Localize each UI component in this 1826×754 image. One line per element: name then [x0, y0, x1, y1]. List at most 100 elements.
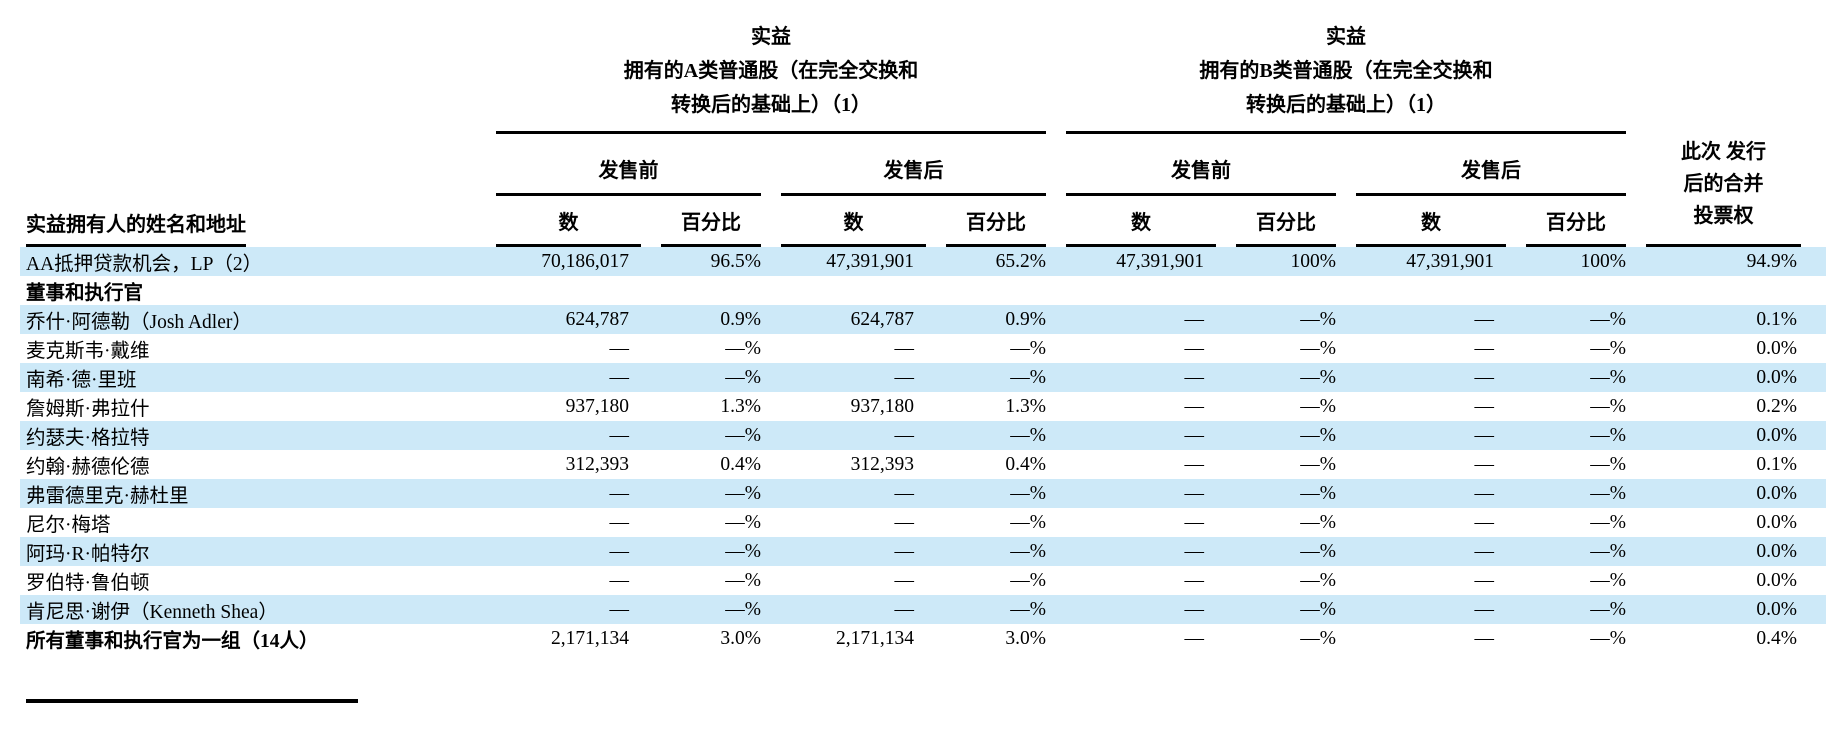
col-header-percent-a-post: 百分比: [946, 210, 1046, 247]
owner-name-cell: 乔什·阿德勒（Josh Adler）: [26, 312, 252, 333]
value-cell: —%: [1300, 598, 1336, 620]
value-cell: —%: [1590, 627, 1626, 649]
value-cell: —%: [1010, 366, 1046, 388]
value-cell: —: [609, 511, 630, 533]
group-a-line-2: 拥有的A类普通股（在完全交换和: [623, 60, 919, 82]
value-cell: —%: [1590, 511, 1626, 533]
value-cell: 0.0%: [1756, 424, 1797, 446]
value-cell: 0.1%: [1756, 453, 1797, 475]
group-header-class-b-shares: 实益 拥有的B类普通股（在完全交换和 转换后的基础上）（1）: [1066, 20, 1626, 134]
value-cell: —: [1184, 308, 1205, 330]
value-cell: —%: [1300, 395, 1336, 417]
value-cell: —: [1184, 540, 1205, 562]
value-cell: —%: [1300, 569, 1336, 591]
value-cell: —: [609, 366, 630, 388]
value-cell: 312,393: [850, 453, 914, 475]
col-header-percent-b-pre: 百分比: [1236, 210, 1336, 247]
value-cell: —%: [725, 366, 761, 388]
table-row: 约瑟夫·格拉特 — —% — —% — —% — —% 0.0%: [20, 421, 1826, 450]
table-row: 麦克斯韦·戴维 — —% — —% — —% — —% 0.0%: [20, 334, 1826, 363]
value-cell: —%: [1590, 569, 1626, 591]
value-cell: 0.0%: [1756, 482, 1797, 504]
value-cell: —%: [1010, 424, 1046, 446]
value-cell: —%: [1590, 395, 1626, 417]
table-row: 尼尔·梅塔 — —% — —% — —% — —% 0.0%: [20, 508, 1826, 537]
value-cell: —%: [725, 337, 761, 359]
value-cell: —: [894, 366, 915, 388]
group-b-line-3: 转换后的基础上）（1）: [1246, 94, 1446, 116]
value-cell: —: [894, 424, 915, 446]
value-cell: —: [1474, 453, 1495, 475]
value-cell: —%: [1300, 482, 1336, 504]
table-row: 弗雷德里克·赫杜里 — —% — —% — —% — —% 0.0%: [20, 479, 1826, 508]
value-cell: —: [894, 598, 915, 620]
value-cell: —: [1474, 627, 1495, 649]
value-cell: —%: [1590, 540, 1626, 562]
value-cell: 0.4%: [1005, 453, 1046, 475]
table-row: 所有董事和执行官为一组（14人） 2,171,134 3.0% 2,171,134 3.…: [20, 624, 1826, 653]
col-header-number-b-pre: 数: [1066, 210, 1216, 247]
value-cell: 0.0%: [1756, 540, 1797, 562]
value-cell: —: [1474, 337, 1495, 359]
value-cell: 65.2%: [995, 250, 1046, 272]
owner-name-cell: 弗雷德里克·赫杜里: [26, 486, 189, 507]
value-cell: —: [894, 482, 915, 504]
value-cell: 0.2%: [1756, 395, 1797, 417]
value-cell: 100%: [1580, 250, 1627, 272]
value-cell: 0.4%: [720, 453, 761, 475]
value-cell: —%: [1300, 366, 1336, 388]
voting-header-line-3: 投票权: [1693, 205, 1754, 227]
value-cell: 0.1%: [1756, 308, 1797, 330]
value-cell: —: [1184, 627, 1205, 649]
value-cell: 312,393: [565, 453, 629, 475]
value-cell: —: [1184, 395, 1205, 417]
owner-name-cell: 肯尼思·谢伊（Kenneth Shea）: [26, 602, 278, 623]
value-cell: —: [1474, 308, 1495, 330]
value-cell: —: [1184, 482, 1205, 504]
table-row: AA抵押贷款机会，LP（2） 70,186,017 96.5% 47,391,901 6…: [20, 247, 1826, 276]
value-cell: 624,787: [850, 308, 914, 330]
value-cell: —: [1184, 511, 1205, 533]
owner-name-cell: 南希·德·里班: [26, 370, 137, 391]
value-cell: —: [1474, 540, 1495, 562]
col-header-number-a-pre: 数: [496, 210, 641, 247]
group-header-class-a-shares: 实益 拥有的A类普通股（在完全交换和 转换后的基础上）（1）: [496, 20, 1046, 134]
voting-header-line-2: 后的合并: [1683, 173, 1764, 195]
value-cell: —: [894, 540, 915, 562]
value-cell: —%: [1010, 482, 1046, 504]
value-cell: 624,787: [565, 308, 629, 330]
owner-name-cell: 阿玛·R·帕特尔: [26, 544, 150, 565]
value-cell: —%: [1300, 453, 1336, 475]
value-cell: 3.0%: [720, 627, 761, 649]
group-b-line-2: 拥有的B类普通股（在完全交换和: [1199, 60, 1493, 82]
value-cell: —: [1184, 424, 1205, 446]
value-cell: 96.5%: [710, 250, 761, 272]
subheader-post-offering-a: 发售后: [781, 156, 1046, 196]
value-cell: —%: [1300, 337, 1336, 359]
value-cell: —: [894, 569, 915, 591]
value-cell: 0.9%: [720, 308, 761, 330]
value-cell: —%: [725, 482, 761, 504]
value-cell: 937,180: [850, 395, 914, 417]
value-cell: —: [1474, 569, 1495, 591]
col-header-percent-a-pre: 百分比: [661, 210, 761, 247]
value-cell: —: [1184, 569, 1205, 591]
value-cell: 0.0%: [1756, 598, 1797, 620]
ownership-table-header: 实益 拥有的A类普通股（在完全交换和 转换后的基础上）（1） 实益 拥有的B类普…: [20, 20, 1826, 247]
value-cell: —: [1184, 453, 1205, 475]
value-cell: —: [1184, 366, 1205, 388]
value-cell: —: [894, 511, 915, 533]
value-cell: 0.0%: [1756, 569, 1797, 591]
value-cell: —: [609, 569, 630, 591]
value-cell: 2,171,134: [836, 627, 914, 649]
value-cell: —%: [725, 511, 761, 533]
owner-name-cell: 董事和执行官: [26, 283, 144, 304]
value-cell: —%: [1590, 337, 1626, 359]
footnote-separator-rule: [26, 699, 358, 703]
value-cell: —%: [725, 569, 761, 591]
table-row: 詹姆斯·弗拉什 937,180 1.3% 937,180 1.3% — —% — —% 0.2%: [20, 392, 1826, 421]
value-cell: —: [1184, 598, 1205, 620]
value-cell: —%: [1010, 540, 1046, 562]
value-cell: —: [609, 482, 630, 504]
